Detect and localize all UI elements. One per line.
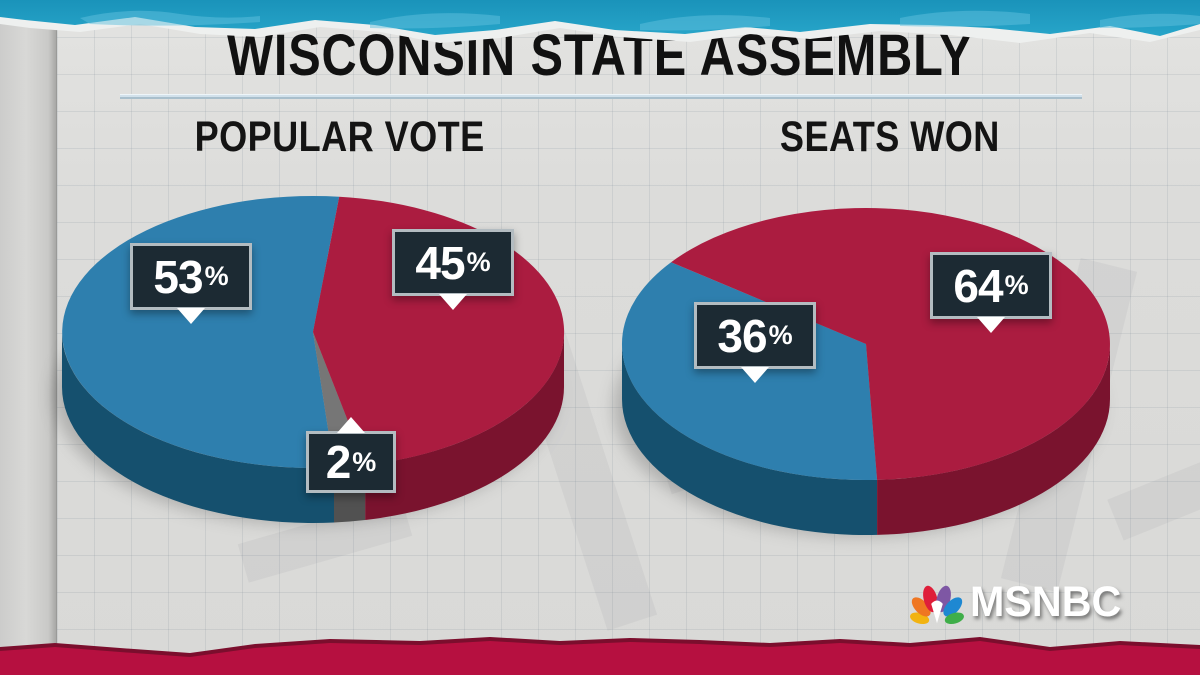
pie-1-side-0: [621, 344, 878, 536]
torn-edge-top: [0, 0, 1200, 43]
pie-label-64-percent: 64%: [930, 252, 1052, 319]
page-title-text: WISCONSIN STATE ASSEMBLY: [227, 23, 973, 88]
torn-band-bottom-red: [0, 641, 1200, 675]
pie-label-53-percent: 53%: [130, 243, 252, 310]
msnbc-wordmark: MSNBC: [970, 577, 1122, 626]
pie-0-side-2: [365, 332, 564, 520]
torn-edge-bottom: [0, 637, 1200, 675]
pie-0-side-0: [62, 332, 334, 523]
pie-label-36-percent: 36%: [694, 302, 816, 369]
pie-1-side-1: [877, 344, 1111, 535]
nbc-peacock-icon: [910, 585, 964, 625]
paper-sheet-edge: [0, 0, 57, 675]
torn-band-top-highlight: [80, 10, 1200, 31]
chart-title-popular-vote: POPULAR VOTE: [194, 113, 486, 161]
chart-title-seats-won: SEATS WON: [780, 113, 1000, 161]
peacock-body: [931, 600, 943, 624]
pie-label-45-percent: 45%: [392, 229, 514, 296]
title-divider: [120, 94, 1082, 99]
page-title: WISCONSIN STATE ASSEMBLY: [0, 23, 1200, 88]
pie-label-2-percent: 2%: [306, 431, 396, 493]
torn-band-top-blue: [0, 0, 1200, 36]
msnbc-logo: MSNBC: [908, 578, 1128, 626]
